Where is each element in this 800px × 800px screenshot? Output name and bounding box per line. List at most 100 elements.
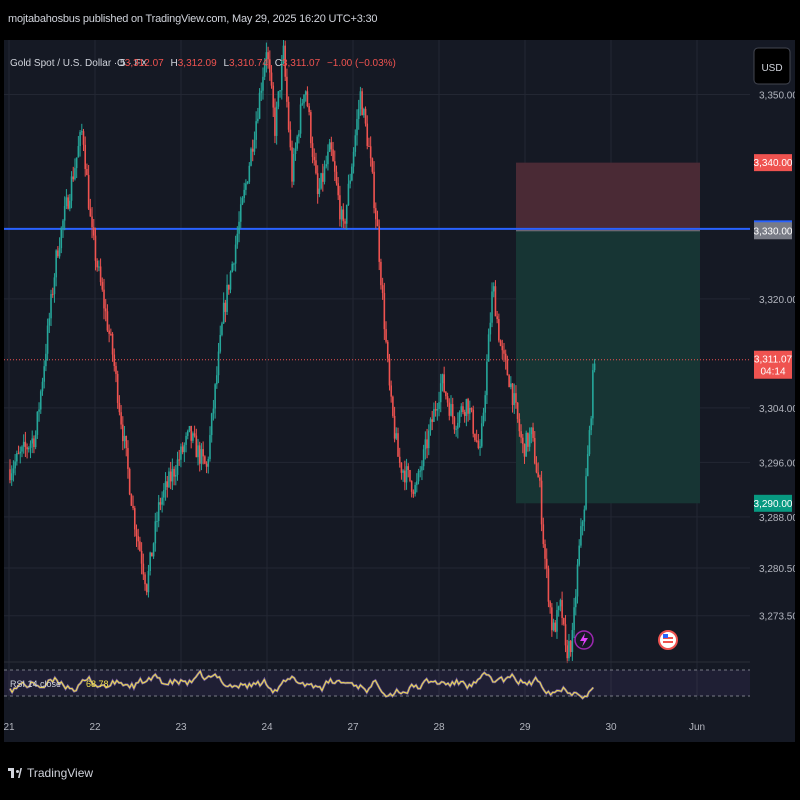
candle-body — [373, 171, 375, 209]
x-tick-label: 28 — [433, 722, 445, 733]
rsi-legend: RSI 14 close 68.78 — [10, 679, 109, 689]
candle-body — [462, 406, 464, 413]
candle-body — [369, 146, 372, 159]
candle-body — [545, 558, 548, 569]
candle-body — [470, 408, 473, 410]
candle-body — [445, 391, 447, 397]
candle-body — [327, 151, 329, 165]
candle-body — [19, 451, 22, 454]
candle-body — [448, 402, 451, 416]
candle-body — [436, 408, 439, 411]
candle-body — [24, 441, 27, 448]
candle-body — [178, 459, 181, 461]
time-axis[interactable]: 21 22 23 24 27 28 29 30 Jun — [3, 722, 705, 733]
candle-body — [511, 383, 514, 406]
candle-body — [69, 200, 71, 209]
candle-body — [152, 543, 155, 557]
candle-body — [92, 227, 95, 236]
candle-body — [80, 131, 83, 133]
candle-body — [202, 449, 204, 457]
candle-body — [214, 384, 216, 409]
candle-body — [116, 373, 119, 403]
candle-body — [140, 550, 143, 564]
candle-body — [272, 85, 275, 108]
candle-body — [542, 524, 545, 545]
candle-body — [482, 412, 485, 424]
candle-body — [469, 408, 471, 414]
x-tick-label: Jun — [689, 722, 705, 733]
candle-body — [434, 409, 437, 411]
flag-stripe — [663, 641, 673, 643]
candle-body — [205, 463, 208, 467]
candle-body — [34, 434, 37, 448]
candle-body — [251, 148, 254, 152]
lightning-icon — [580, 633, 588, 647]
candle-body — [111, 333, 114, 355]
candle-body — [426, 439, 428, 449]
candle-body — [128, 468, 131, 495]
candle-body — [234, 244, 237, 264]
candle-body — [472, 409, 475, 434]
candle-body — [125, 435, 128, 449]
candle-body — [349, 180, 351, 184]
rsi-label: RSI 14 close — [10, 679, 61, 689]
candle-body — [467, 399, 469, 414]
candle-body — [316, 173, 319, 195]
candle-body — [356, 119, 358, 136]
candle-body — [36, 411, 39, 435]
price-label-text: 3,340.00 — [754, 158, 793, 169]
candle-body — [489, 322, 492, 335]
candle-body — [291, 147, 293, 182]
candle-body — [515, 393, 517, 403]
candle-body — [62, 220, 64, 228]
candle-body — [503, 350, 505, 354]
candle-body — [559, 600, 562, 607]
tradingview-logo-icon — [8, 768, 24, 778]
candle-body — [282, 45, 285, 62]
candle-body — [422, 449, 425, 467]
candle-body — [267, 52, 269, 60]
y-tick-label: 3,304.00 — [759, 404, 795, 415]
candle-body — [255, 121, 257, 140]
position-zones — [516, 162, 700, 504]
price-axis[interactable]: 3,350.00 3,320.00 3,304.00 3,296.00 3,288.00… — [759, 91, 798, 623]
candle-body — [292, 153, 295, 182]
candle-body — [398, 456, 401, 463]
candle-body — [79, 132, 81, 147]
candle-body — [270, 72, 273, 86]
candle-body — [400, 462, 403, 473]
y-tick-label: 3,273.50 — [759, 612, 795, 623]
candle-body — [180, 446, 182, 460]
candle-body — [477, 440, 480, 448]
candle-body — [57, 250, 59, 257]
candle-body — [499, 340, 502, 346]
candle-body — [274, 107, 276, 136]
candle-body — [441, 374, 444, 384]
candle-body — [221, 323, 223, 335]
brand[interactable]: TradingView — [8, 766, 93, 780]
candle-body — [443, 374, 445, 392]
candle-body — [410, 480, 413, 492]
candle-body — [277, 91, 280, 107]
candle-body — [318, 188, 321, 195]
candle-body — [574, 596, 577, 608]
candle-body — [521, 437, 524, 444]
candle-body — [168, 471, 170, 488]
candle-body — [55, 250, 57, 278]
candle-body — [374, 208, 377, 220]
candle-body — [364, 108, 367, 124]
candle-body — [516, 402, 519, 419]
candle-body — [460, 406, 463, 413]
chart-svg[interactable]: 3,350.00 3,320.00 3,304.00 3,296.00 3,288.00… — [3, 36, 798, 742]
candle-body — [475, 440, 478, 442]
candle-body — [185, 435, 187, 445]
candle-body — [226, 284, 228, 312]
candle-body — [219, 334, 222, 352]
candle-body — [48, 318, 51, 326]
candle-body — [361, 91, 363, 116]
candle-body — [257, 118, 259, 122]
candle-body — [492, 286, 495, 292]
candle-body — [578, 545, 581, 565]
currency-button[interactable]: USD — [753, 47, 791, 85]
candle-body — [576, 564, 579, 597]
